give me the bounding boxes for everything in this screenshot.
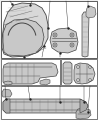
Polygon shape	[80, 99, 88, 113]
Polygon shape	[50, 28, 78, 53]
Bar	[1, 59, 60, 85]
Bar	[61, 59, 97, 85]
Polygon shape	[3, 63, 58, 84]
Bar	[1, 1, 97, 58]
Bar	[1, 86, 97, 119]
Polygon shape	[3, 99, 10, 113]
Polygon shape	[76, 108, 91, 119]
Polygon shape	[2, 89, 12, 97]
Circle shape	[71, 44, 73, 46]
Polygon shape	[82, 12, 89, 57]
Circle shape	[54, 44, 56, 46]
Circle shape	[54, 34, 56, 36]
Polygon shape	[3, 19, 44, 56]
Polygon shape	[74, 63, 95, 84]
Circle shape	[71, 34, 73, 36]
Polygon shape	[40, 79, 50, 85]
Polygon shape	[2, 3, 48, 57]
Polygon shape	[3, 99, 88, 113]
Polygon shape	[86, 6, 96, 18]
Polygon shape	[63, 62, 72, 84]
Polygon shape	[4, 81, 12, 85]
